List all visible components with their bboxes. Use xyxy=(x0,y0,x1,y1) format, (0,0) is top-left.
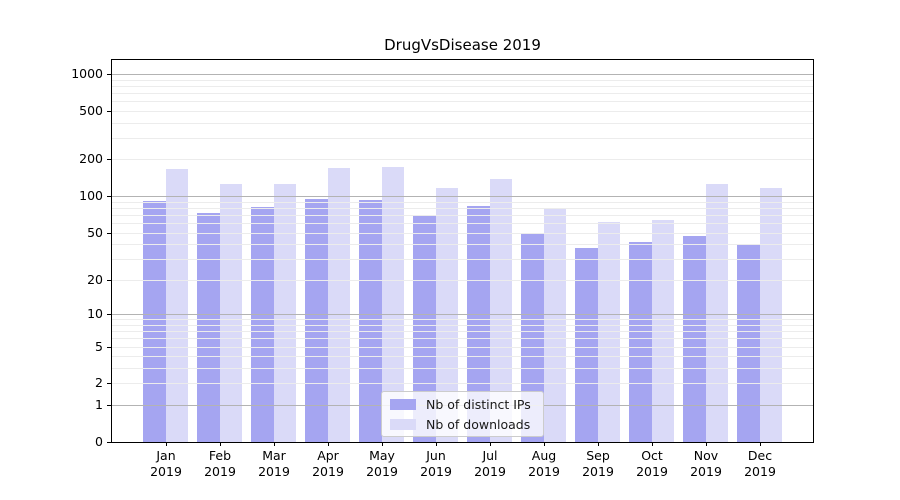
legend-swatch-distinct-ips xyxy=(390,398,416,410)
y-tick-label-50: 50 xyxy=(87,224,103,240)
minor-gridline-900 xyxy=(112,79,813,81)
y-tick-label-5: 5 xyxy=(95,338,103,354)
minor-gridline-2 xyxy=(112,383,813,385)
y-tick-label-1: 1 xyxy=(95,397,103,413)
minor-gridline-600 xyxy=(112,101,813,103)
minor-gridline-20 xyxy=(112,279,813,281)
minor-gridline-300 xyxy=(112,137,813,139)
y-tick-100 xyxy=(107,196,111,198)
minor-gridline-90 xyxy=(112,201,813,203)
x-tick-jul xyxy=(489,442,491,446)
minor-gridline-5 xyxy=(112,346,813,348)
y-tick-1000 xyxy=(107,73,111,75)
bar-distinct-ips-may xyxy=(359,199,382,442)
minor-gridline-500 xyxy=(112,110,813,112)
minor-gridline-6 xyxy=(112,338,813,340)
x-tick-label-feb: Feb 2019 xyxy=(204,448,236,479)
bar-distinct-ips-aug xyxy=(521,233,544,442)
minor-gridline-3 xyxy=(112,368,813,370)
bar-distinct-ips-feb xyxy=(197,213,220,442)
y-tick-2 xyxy=(107,383,111,385)
y-tick-50 xyxy=(107,232,111,234)
bar-distinct-ips-jun xyxy=(413,214,436,442)
bar-distinct-ips-jul xyxy=(467,205,490,442)
minor-gridline-700 xyxy=(112,92,813,94)
bar-downloads-apr xyxy=(327,167,350,442)
y-tick-20 xyxy=(107,279,111,281)
x-tick-label-sep: Sep 2019 xyxy=(582,448,614,479)
x-tick-label-apr: Apr 2019 xyxy=(312,448,344,479)
y-tick-1 xyxy=(107,405,111,407)
bar-distinct-ips-oct xyxy=(629,241,652,442)
minor-gridline-60 xyxy=(112,223,813,224)
bar-downloads-may xyxy=(381,166,404,442)
x-tick-jun xyxy=(435,442,437,446)
x-tick-oct xyxy=(651,442,653,446)
chart-title: DrugVsDisease 2019 xyxy=(384,36,541,54)
y-tick-200 xyxy=(107,159,111,161)
legend: Nb of distinct IPs Nb of downloads xyxy=(381,391,544,437)
legend-swatch-downloads xyxy=(390,418,416,430)
x-tick-label-nov: Nov 2019 xyxy=(690,448,722,479)
y-tick-10 xyxy=(107,314,111,316)
x-tick-label-jul: Jul 2019 xyxy=(474,448,506,479)
legend-label-distinct-ips: Nb of distinct IPs xyxy=(426,396,531,412)
y-tick-label-100: 100 xyxy=(79,188,103,204)
minor-gridline-80 xyxy=(112,207,813,209)
minor-gridline-70 xyxy=(112,214,813,216)
minor-gridline-7 xyxy=(112,331,813,333)
minor-gridline-50 xyxy=(112,232,813,234)
y-tick-0 xyxy=(107,442,111,443)
x-tick-label-jun: Jun 2019 xyxy=(420,448,452,479)
bar-downloads-oct xyxy=(651,220,674,442)
x-tick-label-dec: Dec 2019 xyxy=(744,448,776,479)
bar-distinct-ips-sep xyxy=(575,248,598,442)
x-tick-label-may: May 2019 xyxy=(366,448,398,479)
x-tick-nov xyxy=(705,442,707,446)
y-tick-500 xyxy=(107,110,111,112)
bar-distinct-ips-jan xyxy=(143,201,166,442)
x-tick-feb xyxy=(219,442,221,446)
minor-gridline-4 xyxy=(112,356,813,358)
x-tick-apr xyxy=(327,442,329,446)
legend-row-distinct-ips: Nb of distinct IPs xyxy=(388,396,537,412)
x-tick-sep xyxy=(597,442,599,446)
x-tick-label-oct: Oct 2019 xyxy=(636,448,668,479)
y-tick-label-500: 500 xyxy=(79,102,103,118)
x-tick-dec xyxy=(759,442,761,446)
x-tick-mar xyxy=(273,442,275,446)
minor-gridline-400 xyxy=(112,122,813,124)
bar-downloads-mar xyxy=(273,184,296,442)
x-tick-may xyxy=(381,442,383,446)
x-tick-label-aug: Aug 2019 xyxy=(528,448,560,479)
minor-gridline-40 xyxy=(112,244,813,246)
y-tick-label-20: 20 xyxy=(87,271,103,287)
y-tick-label-1000: 1000 xyxy=(71,65,103,81)
y-tick-label-0: 0 xyxy=(95,434,103,449)
bar-downloads-feb xyxy=(219,183,242,442)
y-tick-label-200: 200 xyxy=(79,151,103,167)
y-tick-label-10: 10 xyxy=(87,306,103,322)
bar-distinct-ips-mar xyxy=(251,206,274,442)
minor-gridline-30 xyxy=(112,259,813,261)
legend-row-downloads: Nb of downloads xyxy=(388,416,537,432)
minor-gridline-800 xyxy=(112,85,813,87)
major-gridline-10 xyxy=(112,314,813,316)
y-tick-label-2: 2 xyxy=(95,375,103,391)
bar-downloads-jan xyxy=(165,169,188,442)
minor-gridline-200 xyxy=(112,159,813,161)
minor-gridline-8 xyxy=(112,324,813,326)
x-tick-aug xyxy=(543,442,545,446)
major-gridline-100 xyxy=(112,196,813,198)
x-tick-label-mar: Mar 2019 xyxy=(258,448,290,479)
legend-label-downloads: Nb of downloads xyxy=(426,416,531,432)
x-tick-jan xyxy=(165,442,167,446)
bar-downloads-nov xyxy=(705,184,728,442)
y-tick-5 xyxy=(107,346,111,348)
bar-distinct-ips-dec xyxy=(737,245,760,442)
minor-gridline-9 xyxy=(112,319,813,321)
x-tick-label-jan: Jan 2019 xyxy=(150,448,182,479)
major-gridline-1000 xyxy=(112,73,813,75)
